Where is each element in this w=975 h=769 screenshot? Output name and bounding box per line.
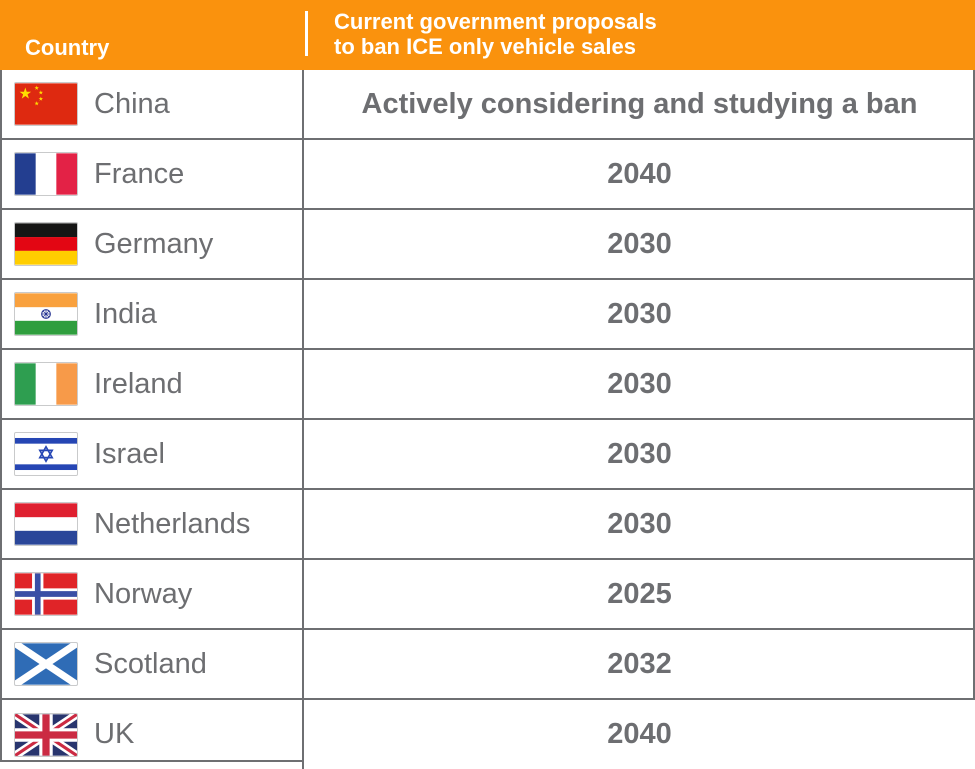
table-row: India 2030	[0, 280, 975, 350]
proposal-cell: 2032	[304, 630, 975, 698]
country-label: France	[94, 157, 185, 190]
table-row: Netherlands 2030	[0, 490, 975, 560]
proposal-cell: 2030	[304, 420, 975, 488]
flag-scotland-icon	[14, 642, 78, 686]
country-label: Israel	[94, 437, 165, 470]
table-row: Israel 2030	[0, 420, 975, 490]
table-row: Norway 2025	[0, 560, 975, 630]
country-label: Netherlands	[94, 507, 251, 540]
country-cell: France	[0, 140, 304, 208]
table-row: Ireland 2030	[0, 350, 975, 420]
country-label: Ireland	[94, 367, 183, 400]
table-row: Scotland 2032	[0, 630, 975, 700]
country-cell: Netherlands	[0, 490, 304, 558]
header-country-cell: Country	[0, 0, 304, 70]
table-border-bottom-left	[0, 760, 304, 762]
table-row: UK 2040	[0, 700, 975, 769]
header-proposal-cell: Current government proposals to ban ICE …	[304, 0, 975, 70]
proposal-cell: 2040	[304, 700, 975, 769]
table-row: France 2040	[0, 140, 975, 210]
country-cell: India	[0, 280, 304, 348]
table-border-right	[973, 70, 975, 700]
proposal-value: 2025	[607, 577, 672, 610]
flag-netherlands-icon	[14, 502, 78, 546]
country-cell: Israel	[0, 420, 304, 488]
flag-israel-icon	[14, 432, 78, 476]
proposal-value: 2032	[607, 647, 672, 680]
flag-uk-icon	[14, 712, 78, 757]
flag-china-icon	[14, 82, 78, 126]
country-cell: Germany	[0, 210, 304, 278]
table-header-row: Country Current government proposals to …	[0, 0, 975, 70]
proposal-value: 2030	[607, 367, 672, 400]
table-row: China Actively considering and studying …	[0, 70, 975, 140]
proposal-value: 2040	[607, 718, 672, 750]
proposal-value: 2030	[607, 297, 672, 330]
proposal-value: Actively considering and studying a ban	[361, 87, 918, 120]
country-label: India	[94, 297, 157, 330]
proposal-cell: 2030	[304, 280, 975, 348]
table-body: China Actively considering and studying …	[0, 70, 975, 769]
proposal-cell: 2030	[304, 490, 975, 558]
flag-germany-icon	[14, 222, 78, 266]
proposal-value: 2030	[607, 227, 672, 260]
country-label: UK	[94, 718, 135, 750]
table-border-left	[0, 70, 2, 762]
flag-india-icon	[14, 292, 78, 336]
header-country-label: Country	[25, 35, 110, 60]
country-cell: Scotland	[0, 630, 304, 698]
proposal-cell: 2040	[304, 140, 975, 208]
country-label: Germany	[94, 227, 214, 260]
header-divider	[305, 11, 308, 56]
country-cell: Norway	[0, 560, 304, 628]
header-proposal-label-line1: Current government proposals	[334, 9, 657, 34]
country-cell: UK	[0, 700, 304, 769]
header-proposal-label-line2: to ban ICE only vehicle sales	[334, 34, 636, 59]
flag-ireland-icon	[14, 362, 78, 406]
proposal-cell: 2025	[304, 560, 975, 628]
proposal-value: 2040	[607, 157, 672, 190]
proposal-cell: 2030	[304, 210, 975, 278]
proposal-value: 2030	[607, 507, 672, 540]
proposal-value: 2030	[607, 437, 672, 470]
proposal-cell: 2030	[304, 350, 975, 418]
country-label: Norway	[94, 577, 193, 610]
flag-france-icon	[14, 152, 78, 196]
proposal-cell: Actively considering and studying a ban	[304, 70, 975, 138]
country-cell: China	[0, 70, 304, 138]
country-label: Scotland	[94, 647, 207, 680]
flag-norway-icon	[14, 572, 78, 616]
country-cell: Ireland	[0, 350, 304, 418]
table-row: Germany 2030	[0, 210, 975, 280]
country-label: China	[94, 87, 170, 120]
